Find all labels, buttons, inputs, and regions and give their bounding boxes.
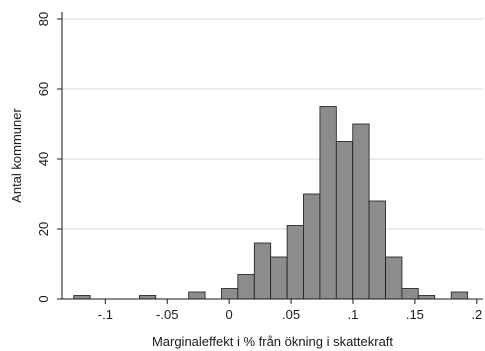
histogram-bar [368,200,386,300]
y-tick-label: 0 [36,295,51,302]
gridlines [62,18,483,230]
x-tick-label: -.1 [98,307,113,322]
histogram-bar [73,295,91,300]
y-tick-label: 20 [36,222,51,236]
histogram-bar [401,288,419,300]
histogram-bar [188,291,206,300]
histogram-bar [385,256,403,300]
histogram-bar [237,274,255,300]
y-tick-label: 40 [36,152,51,166]
histogram-bar [303,193,321,300]
histogram-bar [270,256,288,300]
x-tick-label: .05 [282,307,300,322]
x-axis-label: Marginaleffekt i % från ökning i skattek… [152,334,393,349]
y-axis-ticks: 0 20 40 60 80 [36,12,62,303]
histogram-bar [138,295,157,300]
histogram-bar [417,295,436,300]
x-tick-label: .15 [406,307,424,322]
y-axis-label: Antal kommuner [9,108,24,203]
histogram-bars [73,106,468,300]
x-tick-label: .1 [348,307,359,322]
x-tick-label: -.05 [156,307,178,322]
histogram-bar [319,106,337,300]
y-tick-label: 80 [36,12,51,26]
histogram-bar [221,288,239,300]
histogram-bar [253,242,272,300]
x-axis-ticks: -.1 -.05 0 .05 .1 .15 .2 [98,299,482,322]
histogram-bar [286,225,304,300]
axes [61,12,483,300]
histogram-bar [450,291,468,300]
histogram-bar [335,141,354,300]
x-tick-label: .2 [471,307,482,322]
histogram-bar [352,123,370,300]
y-tick-label: 60 [36,82,51,96]
x-tick-label: 0 [226,307,233,322]
